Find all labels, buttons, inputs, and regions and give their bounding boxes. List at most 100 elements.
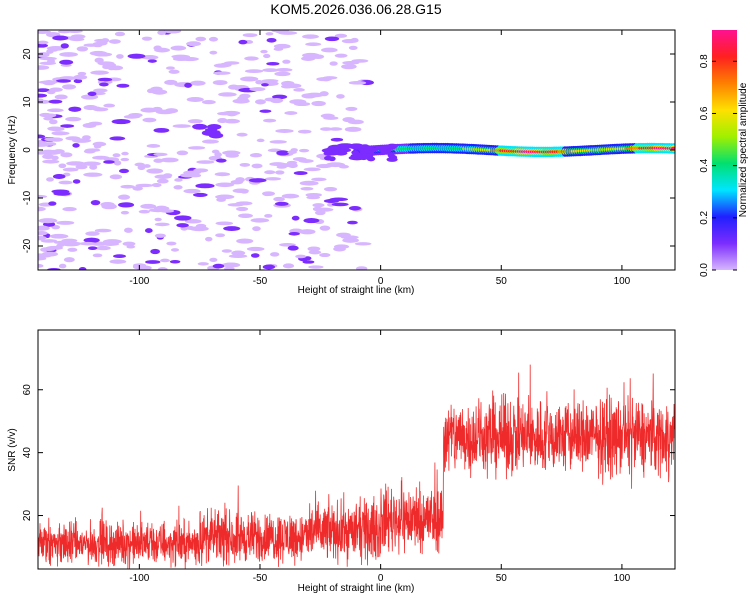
spectral-blob [58,163,67,169]
spectral-blob [209,257,218,262]
spectral-blob [274,71,291,77]
spectral-blob [156,205,168,210]
spectral-blob [146,168,164,174]
x-tick-label: 0 [378,573,384,584]
spectral-blob [250,218,270,223]
spectral-blob [345,106,358,111]
spectral-blob [193,192,208,197]
snr-frame [37,329,676,570]
spectral-blob [38,225,50,231]
spectral-blob [42,159,60,164]
spectral-blob [99,82,109,87]
spectral-blob [60,152,73,158]
spectral-blob [44,113,57,118]
spectral-blob [303,218,320,224]
spectral-blob [154,47,170,53]
spectral-blob [52,35,69,41]
spectral-blob [157,267,168,270]
spectral-blob [228,254,248,259]
spectral-blob [154,217,162,222]
spectral-blob [187,119,203,124]
spectral-blob [347,119,364,125]
spectral-blob [209,50,218,55]
spectral-blob [212,263,225,269]
spectral-blob [117,194,131,200]
spectral-blob [52,173,66,180]
spectral-blob [249,87,266,92]
spectral-blob [242,33,258,38]
spectral-blob [76,46,89,52]
colorbar-ticks: 0.0 0.2 0.4 0.6 0.8 [699,54,737,277]
spectral-blob [293,102,311,107]
spectral-blob [120,157,130,162]
spectral-blob [276,150,290,156]
spectral-blob [321,47,338,53]
spectral-blob [54,94,68,100]
spectral-blob [93,88,108,93]
spectrogram-x-ticks: -100 -50 0 50 100 [129,30,631,287]
spectral-blob [265,32,274,36]
spectrogram-x-label: Height of straight line (km) [298,285,415,296]
spectral-blob [295,254,307,259]
spectral-blob [326,146,341,152]
y-tick-label: 60 [22,384,33,396]
spectral-blob [265,177,282,181]
spectral-blob [90,70,109,75]
y-tick-label: 40 [22,447,33,459]
spectral-blob [151,106,163,112]
spectral-blob [348,144,361,150]
spectral-blob [83,172,103,177]
spectral-blob [300,187,314,191]
spectral-blob [250,253,260,258]
x-tick-label: -100 [129,573,149,584]
spectrogram-y-ticks: -20 -10 0 10 20 [22,48,675,253]
spectral-blob [49,233,69,239]
spectral-blob [223,226,241,231]
spectral-blob [236,238,254,244]
spectral-blob [145,228,153,234]
spectral-blob [87,246,98,250]
spectral-blob [112,254,127,259]
snr-x-ticks: -100 -50 0 50 100 [129,330,631,584]
spectral-blob [95,245,111,251]
spectral-blob [320,127,333,131]
spectral-blob [314,210,326,216]
spectral-blob [342,61,360,65]
spectral-blob [109,259,127,264]
spectral-blob [264,170,276,175]
spectral-blob [344,126,362,132]
spectral-blob [236,97,249,102]
spectral-blob [38,134,46,139]
spectral-blob [189,226,209,232]
spectral-blob [111,118,131,125]
spectral-blob [151,89,168,95]
spectral-blob [107,65,116,71]
spectral-blob [93,106,102,112]
spectral-blob [386,157,398,162]
spectral-blob [266,61,280,66]
spectral-blob [302,34,319,39]
spectral-blob [214,172,231,177]
spectral-blob [244,69,264,74]
spectral-blob [311,100,326,107]
spectral-blob [120,184,135,189]
spectral-blob [116,54,124,59]
spectral-blob [46,149,61,155]
spectral-blob [269,162,286,167]
spectral-blob [348,205,361,211]
spectral-blob [262,264,276,270]
spectral-blob [47,267,61,270]
spectral-blob [264,213,273,218]
spectral-blob [261,79,279,83]
spectral-blob [275,129,294,133]
spectral-blob [127,53,146,59]
spectral-blob [63,257,75,263]
spectral-blob [341,39,357,44]
spectral-blob [171,54,191,59]
spectral-blob [282,59,291,64]
spectral-blob [288,231,300,236]
spectral-blob [276,165,287,169]
spectral-blob [221,262,241,268]
spectral-blob [184,82,192,88]
spectral-blob [206,123,222,130]
